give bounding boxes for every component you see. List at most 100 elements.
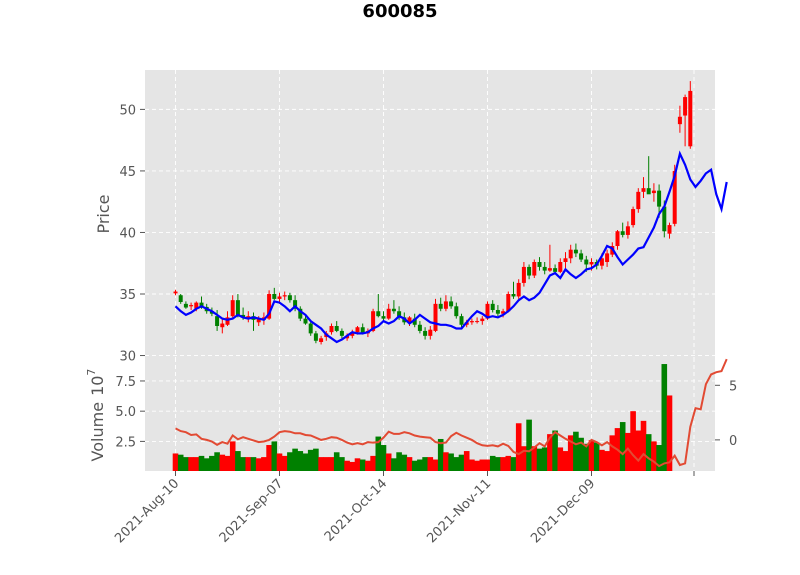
volume-bar (359, 459, 366, 471)
volume-bar (250, 457, 257, 471)
volume-bar (411, 460, 418, 471)
volume-bar (172, 453, 179, 471)
volume-bar (432, 459, 439, 471)
candle-body (636, 191, 641, 210)
x-tick-label: 2021-Aug-10 (112, 476, 182, 546)
volume-bar (349, 461, 356, 471)
candle-body (605, 253, 610, 262)
svg-text:Volume107: Volume 107 (85, 369, 107, 462)
volume-bar (515, 423, 522, 471)
volume-bar (385, 453, 392, 471)
volume-overlay-line (175, 358, 728, 468)
volume-bar (235, 451, 241, 471)
volume-bar (604, 451, 610, 471)
candle-body (527, 266, 532, 276)
candle-body (376, 311, 381, 317)
volume-bar (354, 458, 361, 471)
candle-body (495, 310, 500, 314)
volume-bar (593, 442, 600, 471)
candle-body (672, 170, 677, 224)
volume-bar (318, 457, 324, 471)
candle-body (381, 316, 386, 319)
candle-body (516, 282, 521, 297)
candle-body (267, 294, 272, 319)
volume-bar (578, 437, 584, 471)
candle-body (277, 296, 282, 299)
candle-body (558, 262, 563, 272)
volume-bar (417, 459, 423, 471)
candle-body (480, 318, 485, 322)
candle-body (360, 327, 365, 334)
volume-bar (562, 451, 569, 471)
candle-body (677, 116, 682, 125)
price-panel: 30 35 40 45 50 Price (94, 70, 728, 365)
candle-body (386, 308, 391, 319)
volume-right-y-tick-label: 5 (729, 379, 737, 394)
volume-bar (375, 436, 382, 471)
volume-bar (479, 459, 486, 471)
candle-body (397, 311, 402, 318)
candle-body (329, 326, 334, 333)
volume-bar (240, 457, 246, 471)
candle-body (568, 249, 573, 259)
candle-body (391, 308, 396, 312)
volume-bar (370, 455, 376, 471)
candle-body (589, 262, 594, 265)
volume-bar (209, 455, 215, 471)
candle-body (449, 301, 454, 307)
volume-bar (307, 449, 314, 471)
volume-bar (214, 452, 220, 471)
candle-body (683, 97, 688, 116)
candle-body (563, 258, 568, 262)
volume-bar (609, 435, 616, 471)
volume-bar (229, 441, 236, 471)
volume-bar (422, 457, 428, 471)
candle-body (443, 301, 448, 309)
candle-body (339, 330, 344, 336)
volume-bar (365, 460, 371, 471)
volume-bar (261, 457, 267, 471)
candle-body (173, 291, 178, 294)
candle-body (620, 231, 625, 235)
volume-bar (645, 434, 652, 471)
volume-bar (339, 457, 345, 471)
candle-body (532, 262, 537, 276)
candle-body (657, 190, 662, 207)
volume-bar (552, 430, 558, 471)
volume-bar (271, 441, 278, 471)
volume-bar (531, 446, 538, 471)
volume-bar (489, 455, 496, 471)
volume-bar (380, 445, 387, 471)
price-y-ticks: 30 35 40 45 50 (119, 103, 145, 365)
volume-bar (287, 452, 293, 471)
candle-body (194, 302, 199, 309)
candle-body (189, 305, 194, 307)
candle-body (553, 268, 558, 272)
x-tick-label: 2021-Oct-14 (322, 476, 390, 544)
volume-bar (630, 411, 636, 471)
candle-body (521, 266, 526, 283)
volume-bar (474, 460, 480, 471)
volume-bar (651, 441, 657, 471)
volume-bar (661, 364, 668, 471)
volume-bar (396, 452, 402, 471)
x-tick-label: 2021-Nov-11 (424, 476, 494, 546)
candle-body (433, 303, 438, 331)
candle-body (319, 338, 324, 342)
candle-body (256, 318, 261, 323)
volume-bar (521, 446, 527, 471)
x-axis-ticks: 2021-Aug-10 2021-Sep-07 2021-Oct-14 2021-No… (112, 471, 695, 546)
volume-bar (443, 452, 449, 471)
volume-bar (469, 459, 475, 471)
volume-bar (255, 458, 262, 471)
volume-left-y-ticks: 2.5 5.0 7.5 (115, 375, 145, 450)
candle-body (579, 253, 584, 260)
volume-bar (453, 457, 460, 471)
candle-body (625, 226, 630, 235)
candle-body (475, 321, 480, 323)
volume-bar (297, 451, 304, 471)
candle-body (490, 303, 495, 310)
candle-body (631, 209, 636, 226)
price-y-tick-label: 35 (119, 288, 136, 303)
